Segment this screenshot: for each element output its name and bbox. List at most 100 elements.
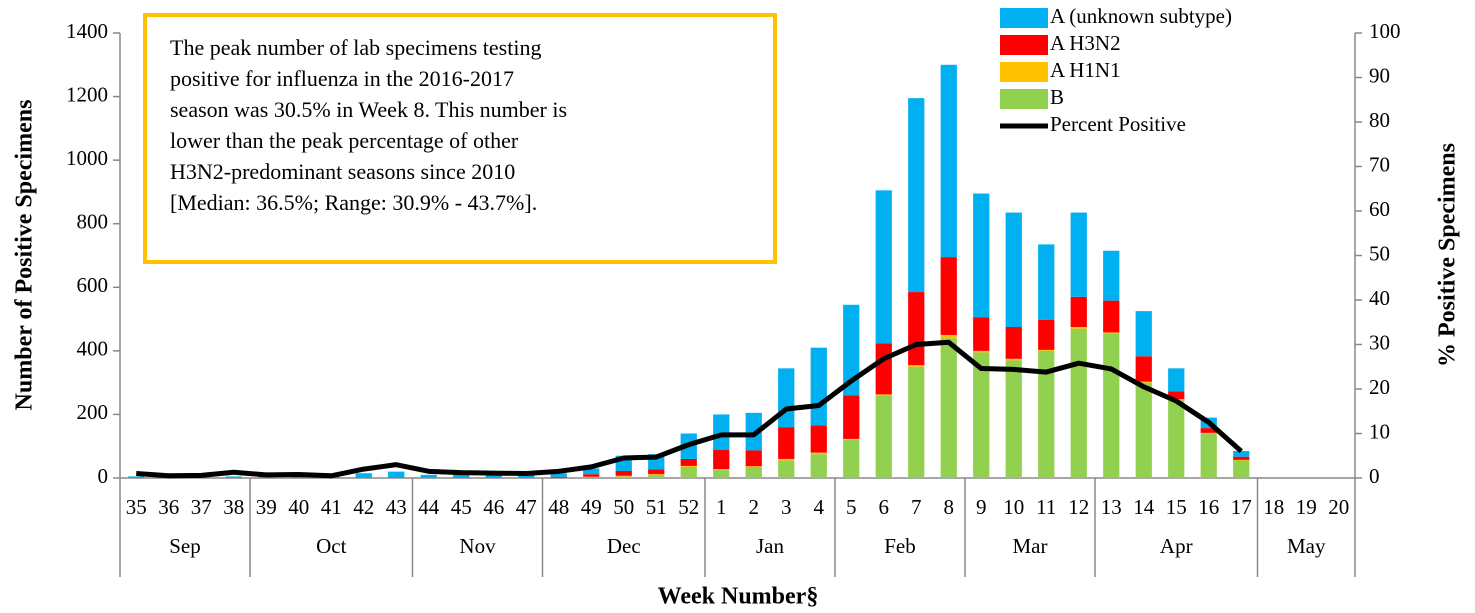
bar-segment <box>810 425 827 453</box>
bar-segment <box>550 473 567 477</box>
x-tick-label: 20 <box>1328 495 1349 519</box>
annotation-text: season was 30.5% in Week 8. This number … <box>170 97 567 122</box>
bar-segment <box>128 476 145 478</box>
y-tick-label: 1200 <box>66 82 108 106</box>
bar-segment <box>1005 212 1022 328</box>
x-tick-label: 50 <box>613 495 634 519</box>
x-tick-label: 4 <box>814 495 825 519</box>
bar-segment <box>1038 350 1055 478</box>
x-group-label: Sep <box>169 534 201 558</box>
x-tick-label: 49 <box>581 495 602 519</box>
y2-tick-label: 70 <box>1369 152 1390 176</box>
bar-segment <box>583 474 600 477</box>
legend-label: B <box>1050 85 1064 109</box>
bar-segment <box>1135 356 1152 382</box>
bar-segment <box>583 477 600 478</box>
x-tick-label: 43 <box>386 495 407 519</box>
x-tick-label: 19 <box>1296 495 1317 519</box>
y2-tick-label: 0 <box>1369 464 1380 488</box>
bar-segment <box>810 347 827 426</box>
bar-segment <box>1168 368 1185 392</box>
x-tick-label: 8 <box>944 495 955 519</box>
bar-segment <box>745 412 762 451</box>
bar-segment <box>908 365 925 367</box>
x-tick-label: 38 <box>223 495 244 519</box>
legend-swatch <box>1000 35 1048 55</box>
bar-segment <box>778 427 795 459</box>
bar-segment <box>778 458 795 461</box>
x-tick-label: 42 <box>353 495 374 519</box>
bar-segment <box>648 474 665 475</box>
percent-line <box>136 339 1243 479</box>
bar-segment <box>745 466 762 467</box>
x-tick-label: 39 <box>256 495 277 519</box>
x-group-label: Mar <box>1013 534 1048 558</box>
bar-segment <box>648 469 665 475</box>
bar-segment <box>1200 432 1217 434</box>
y2-tick-label: 20 <box>1369 375 1390 399</box>
annotation-text: The peak number of lab specimens testing <box>170 35 541 60</box>
x-tick-label: 6 <box>879 495 890 519</box>
bar-segment <box>713 470 730 478</box>
annotation-text: positive for influenza in the 2016-2017 <box>170 66 514 91</box>
bar-segment <box>1135 381 1152 383</box>
bar-segment <box>615 475 632 477</box>
bar-segment <box>940 64 957 258</box>
y2-tick-label: 10 <box>1369 419 1390 443</box>
x-tick-label: 1 <box>716 495 727 519</box>
y-tick-label: 200 <box>77 400 109 424</box>
x-tick-label: 5 <box>846 495 857 519</box>
bar-segment <box>1070 296 1087 328</box>
bar-segment <box>745 450 762 467</box>
x-tick-label: 16 <box>1198 495 1219 519</box>
bar-segment <box>1103 300 1120 333</box>
bar-segment <box>778 460 795 478</box>
bar-segment <box>940 334 957 339</box>
bar-segment <box>518 474 535 478</box>
annotation-text: lower than the peak percentage of other <box>170 128 519 153</box>
bar-segment <box>908 98 925 293</box>
bar-segment <box>583 468 600 475</box>
legend-label: A H1N1 <box>1050 58 1121 82</box>
bar-segment <box>1103 332 1120 334</box>
bar-segment <box>713 469 730 471</box>
x-group-label: Dec <box>607 534 641 558</box>
x-tick-label: 2 <box>749 495 760 519</box>
bar-segment <box>355 473 372 478</box>
bar-segment <box>1070 212 1087 297</box>
y-axis-title: Number of Positive Specimens <box>12 100 38 411</box>
y2-tick-label: 80 <box>1369 108 1390 132</box>
bar-segment <box>1135 311 1152 357</box>
bar-segment <box>875 343 892 395</box>
legend-swatch <box>1000 8 1048 28</box>
bar-segment <box>1070 327 1087 329</box>
y-tick-label: 400 <box>77 337 109 361</box>
x-group-label: May <box>1287 534 1326 558</box>
bar-segment <box>1038 244 1055 320</box>
bar-segment <box>1233 459 1250 461</box>
bar-segment <box>713 450 730 470</box>
bar-segment <box>1233 450 1250 457</box>
bar-segment <box>973 193 990 318</box>
bar-segment <box>680 458 697 466</box>
bar-segment <box>1038 349 1055 351</box>
x-tick-label: 35 <box>126 495 147 519</box>
x-group-label: Feb <box>884 534 916 558</box>
annotation-text: [Median: 36.5%; Range: 30.9% - 43.7%]. <box>170 190 537 215</box>
legend-label: Percent Positive <box>1050 112 1186 136</box>
y2-tick-label: 50 <box>1369 241 1390 265</box>
bar-segment <box>778 368 795 428</box>
annotation-text: H3N2-predominant seasons since 2010 <box>170 159 515 184</box>
bar-segment <box>1233 456 1250 460</box>
x-group-label: Oct <box>316 534 346 558</box>
legend-label: A H3N2 <box>1050 31 1121 55</box>
y2-tick-label: 60 <box>1369 197 1390 221</box>
legend-swatch <box>1000 62 1048 82</box>
x-group-label: Nov <box>459 534 496 558</box>
bar-segment <box>875 190 892 344</box>
x-tick-label: 40 <box>288 495 309 519</box>
bar-segment <box>1038 319 1055 350</box>
bar-segment <box>875 395 892 478</box>
x-tick-label: 41 <box>321 495 342 519</box>
